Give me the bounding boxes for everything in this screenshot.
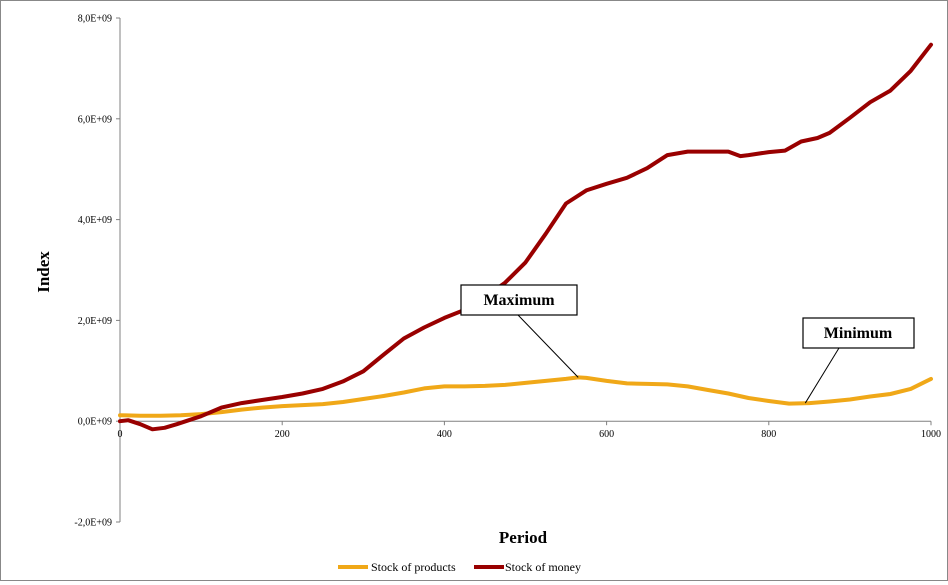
x-tick-label: 400	[437, 429, 452, 440]
maximum-callout-leader	[517, 314, 579, 378]
x-axis-title: Period	[499, 528, 548, 547]
minimum-callout-leader	[804, 347, 840, 404]
x-tick-label: 200	[275, 429, 290, 440]
maximum-callout-label: Maximum	[483, 292, 555, 309]
y-tick-label: 8,0E+09	[78, 14, 112, 25]
y-tick-label: 4,0E+09	[78, 215, 112, 226]
x-tick-label: 600	[599, 429, 614, 440]
x-tick-label: 1000	[921, 429, 941, 440]
y-tick-label: 6,0E+09	[78, 114, 112, 125]
y-tick-label: 2,0E+09	[78, 316, 112, 327]
legend: Stock of products Stock of money	[338, 560, 581, 574]
y-tick-label: 0,0E+09	[78, 417, 112, 428]
y-tick-label: -2,0E+09	[74, 518, 112, 529]
series-line-stock-of-money	[118, 42, 933, 432]
legend-label-stock-of-products: Stock of products	[371, 560, 456, 574]
x-tick-label: 0	[118, 429, 123, 440]
x-tick-label: 800	[761, 429, 776, 440]
minimum-callout-box	[802, 317, 915, 349]
series-layer	[118, 42, 933, 432]
y-axis-title: Index	[34, 251, 53, 293]
legend-label-stock-of-money: Stock of money	[505, 560, 581, 574]
series-line-stock-of-products	[118, 375, 933, 418]
minimum-callout-label: Minimum	[824, 325, 893, 342]
maximum-callout-box	[460, 284, 578, 316]
tick-labels: -2,0E+09 0,0E+09 2,0E+09 4,0E+09 6,0E+09 8,0E…	[74, 14, 941, 529]
axes	[116, 17, 932, 523]
